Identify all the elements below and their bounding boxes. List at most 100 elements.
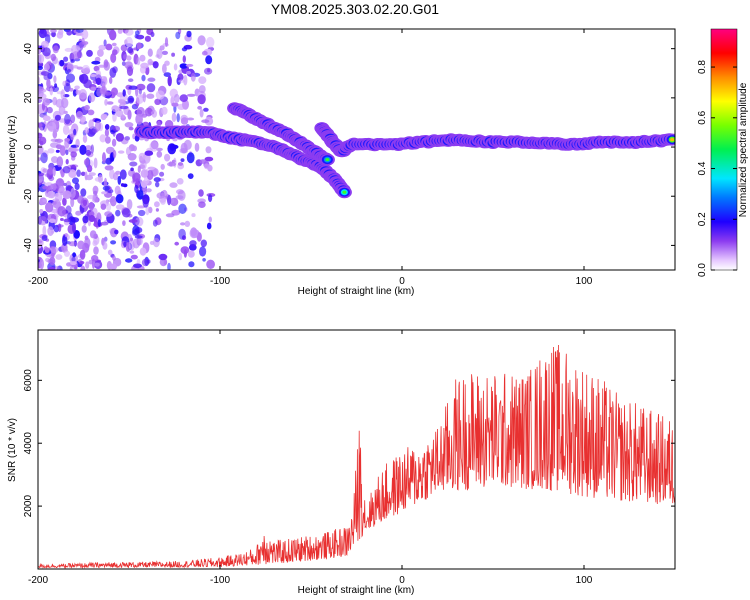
spectral-noise-mark [181,47,188,52]
spectral-noise-mark [42,47,51,57]
spectral-noise-mark [128,78,134,82]
spectral-noise-mark [191,213,196,218]
snr-xtick-label: -100 [210,575,230,586]
spectral-noise-mark [38,136,47,145]
spectral-noise-mark [105,157,112,165]
spectral-noise-mark [164,153,171,162]
spectral-noise-mark [94,120,102,132]
spectral-noise-mark [159,258,168,267]
spectral-noise-mark [49,218,56,224]
spectral-noise-mark [127,95,135,104]
spectral-noise-mark [38,54,45,64]
spectral-noise-mark [153,177,161,183]
spectral-noise-mark [180,117,189,125]
spectral-noise-mark [96,77,102,85]
snr-ytick-label: 6000 [23,369,34,392]
spectral-noise-mark [194,142,200,152]
spectral-noise-mark [105,136,111,144]
spectral-noise-mark [93,157,98,169]
spectral-noise-mark [80,265,86,270]
spectral-noise-mark [171,52,176,57]
spectral-noise-mark [89,74,97,77]
spectral-noise-mark [77,240,85,250]
spectral-noise-mark [125,36,133,48]
spectrogram-xlabel: Height of straight line (km) [298,286,415,297]
spectral-noise-mark [141,74,146,82]
spectral-noise-mark [147,166,156,170]
spectral-noise-mark [70,114,76,124]
spectral-noise-mark [180,158,185,163]
spectral-noise-mark [150,31,155,38]
spectral-noise-mark [95,69,102,81]
spectrogram-ytick-label: 0 [23,144,34,150]
spectral-noise-mark [186,30,192,38]
spectral-noise-mark [84,171,88,181]
spectral-noise-mark [39,258,44,270]
spectral-noise-mark [118,150,125,154]
spectral-noise-mark [115,204,125,210]
snr-xtick-label: 0 [399,575,405,586]
spectral-noise-mark [111,42,117,47]
spectral-noise-mark [60,218,64,221]
spectral-noise-mark [142,198,149,208]
spectral-noise-mark [82,199,88,207]
spectral-noise-mark [206,36,215,48]
spectral-noise-mark [38,122,43,128]
spectral-noise-mark [121,208,131,218]
spectral-noise-mark [90,144,94,154]
spectral-noise-mark [129,237,134,242]
spectrogram-ytick-label: -40 [23,238,34,253]
spectral-noise-mark [165,213,175,218]
spectral-noise-mark [87,109,95,116]
snr-marks [38,344,675,569]
spectral-noise-mark [64,250,70,257]
spectral-noise-mark [97,49,104,57]
spectral-noise-mark [173,63,178,71]
spectral-noise-mark [111,138,117,147]
spectral-noise-mark [152,61,159,69]
spectral-noise-mark [70,197,75,208]
spectral-noise-mark [38,172,45,177]
spectral-noise-mark [164,60,170,66]
spectral-noise-mark [149,141,159,152]
spectral-noise-mark [109,76,113,84]
spectral-noise-mark [54,138,64,143]
spectral-noise-mark [142,91,146,103]
snr-xlabel: Height of straight line (km) [298,585,415,596]
spectral-noise-mark [123,241,127,248]
spectral-noise-mark [118,99,126,104]
spectral-noise-mark [130,254,138,260]
spectral-noise-mark [103,114,108,119]
spectral-noise-mark [71,148,79,152]
spectral-noise-mark [82,215,89,224]
spectral-noise-mark [54,265,60,270]
spectral-noise-mark [38,48,42,55]
spectral-noise-mark [186,93,196,97]
spectral-noise-mark [102,185,110,191]
spectral-noise-mark [135,34,145,40]
spectral-noise-mark [156,192,166,199]
spectral-noise-mark [167,143,177,155]
spectral-noise-mark [188,261,195,268]
spectral-noise-mark [133,263,142,269]
spectral-noise-mark [144,107,153,117]
spectral-noise-mark [80,188,87,197]
spectral-noise-mark [38,157,42,162]
spectral-noise-mark [112,113,117,122]
spectral-noise-mark [136,42,142,50]
spectral-noise-mark [145,205,150,216]
spectral-noise-mark [208,194,213,203]
spectral-noise-mark [62,190,72,199]
spectral-noise-mark [134,184,139,194]
spectral-noise-mark [127,153,137,161]
spectral-noise-mark [124,122,134,128]
spectral-noise-mark [79,249,86,260]
spectral-noise-mark [110,53,117,63]
spectral-noise-mark [189,228,199,239]
spectral-noise-mark [65,149,69,156]
spectral-noise-mark [38,259,41,263]
spectral-noise-mark [201,119,210,123]
spectral-noise-mark [70,217,80,223]
spectral-noise-mark [70,133,75,141]
spectral-noise-mark [175,31,181,40]
